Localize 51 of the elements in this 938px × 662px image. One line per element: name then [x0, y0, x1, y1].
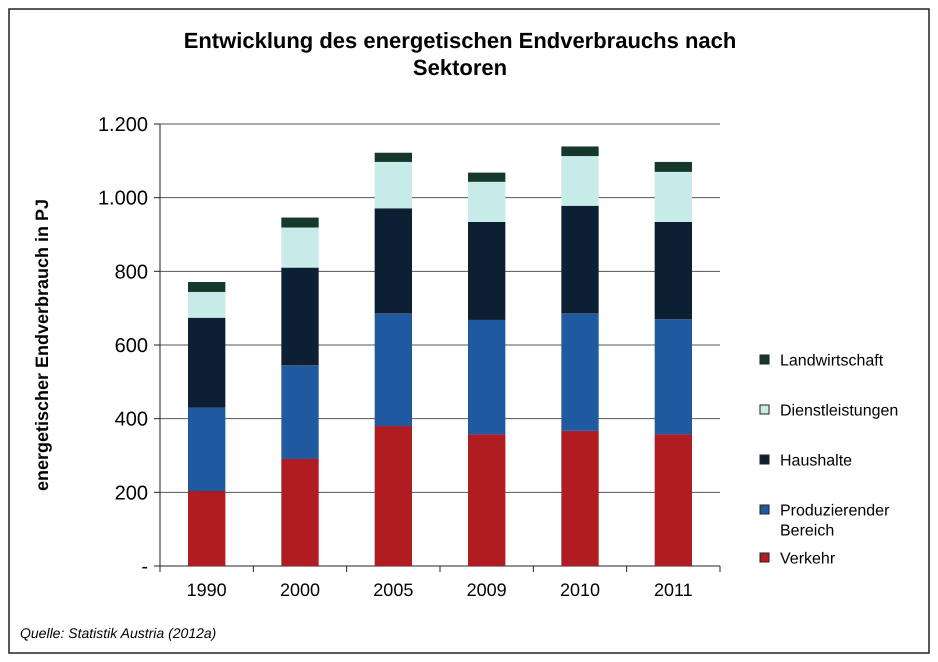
bar	[468, 182, 506, 222]
y-tick-label: -	[141, 556, 148, 578]
bar	[281, 458, 319, 566]
bar	[468, 434, 506, 566]
y-tick-label: 600	[114, 335, 148, 357]
source-note: Quelle: Statistik Austria (2012a)	[20, 625, 216, 641]
x-tick-label: 2005	[373, 580, 414, 600]
bar	[281, 218, 319, 228]
x-tick-label: 2000	[280, 580, 320, 600]
bar	[188, 490, 226, 566]
chart-title: Entwicklung des energetischen Endverbrauchs nach Sektoren	[184, 28, 736, 80]
bar	[374, 152, 412, 162]
y-tick-label: 200	[114, 482, 148, 504]
bar	[281, 365, 319, 458]
bar	[561, 313, 599, 431]
legend-label: Haushalte	[780, 452, 852, 470]
y-axis-title: energetischer Endverbrauch in PJ	[32, 198, 52, 492]
bar	[374, 313, 412, 426]
y-tick-label: 1.000	[98, 188, 148, 210]
bar	[654, 319, 692, 434]
x-tick-label: 1990	[186, 580, 227, 600]
x-tick-label: 2010	[560, 580, 600, 600]
legend-label: Produzierender Bereich	[780, 502, 890, 540]
legend-label: Landwirtschaft	[780, 352, 884, 370]
bar	[561, 146, 599, 156]
y-tick-label: 800	[114, 261, 148, 284]
bar	[281, 228, 319, 268]
bar	[561, 430, 599, 566]
y-tick-label: 400	[114, 408, 148, 431]
bar	[374, 426, 412, 566]
bar	[281, 268, 319, 366]
bar	[654, 162, 692, 172]
bar	[468, 222, 506, 320]
bar	[374, 208, 412, 314]
bar	[654, 434, 692, 566]
bar	[654, 222, 692, 320]
bar	[188, 292, 226, 318]
x-tick-label: 2011	[654, 580, 693, 600]
bar	[654, 172, 692, 222]
bar	[561, 206, 599, 314]
bar	[188, 318, 226, 408]
x-tick-label: 2009	[466, 580, 507, 600]
legend-label: Dienstleistungen	[780, 402, 898, 420]
bar	[468, 172, 506, 182]
y-tick-label: 1.200	[98, 114, 148, 136]
bar	[188, 282, 226, 292]
bar	[561, 156, 599, 206]
bar	[188, 408, 226, 490]
bar	[468, 320, 506, 434]
legend-label: Verkehr	[780, 550, 836, 568]
bar	[374, 162, 412, 208]
